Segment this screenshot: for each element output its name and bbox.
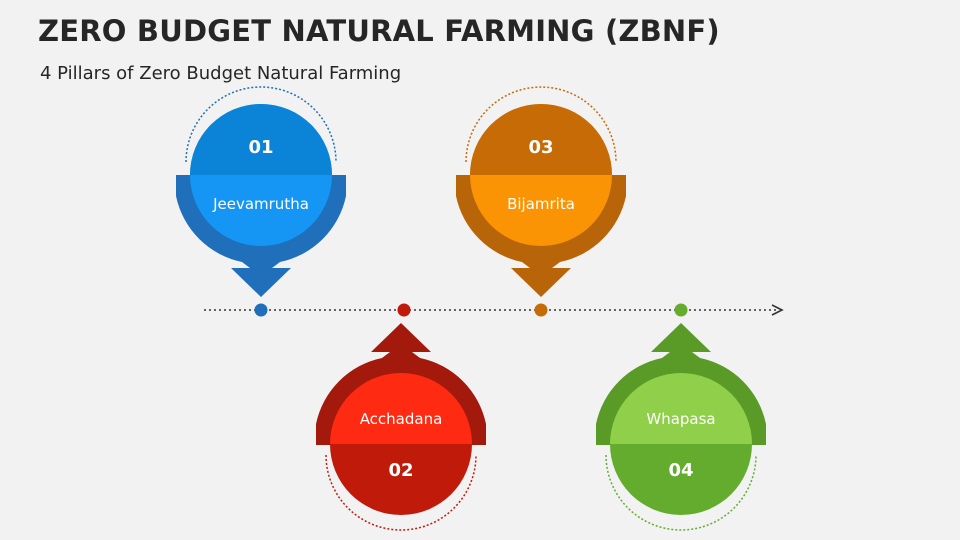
pillar-1-label: Jeevamrutha [212,195,309,213]
pillar-3-dotted-arc [465,86,617,163]
page-title: ZERO BUDGET NATURAL FARMING (ZBNF) [38,14,720,48]
pillar-4-dot [674,303,688,317]
pillar-4-number: 04 [668,460,693,481]
pillar-1: 01 Jeevamrutha [176,86,346,317]
timeline [204,304,784,316]
pillar-4-circle-top [610,373,752,444]
pillar-2-label: Acchadana [360,410,443,428]
pillar-4: Whapasa 04 [596,303,766,531]
pillar-2-dotted-arc [325,454,477,531]
pillar-3-circle-top [470,104,612,175]
pillar-3-number: 03 [528,137,553,158]
pillar-1-circle-top [190,104,332,175]
pillar-1-dotted-arc [185,86,337,163]
page-subtitle: 4 Pillars of Zero Budget Natural Farming [40,63,402,84]
pillar-2-circle-top [330,373,472,444]
pillar-4-label: Whapasa [646,410,715,428]
pillar-1-number: 01 [248,137,273,158]
pillar-3-dot [534,303,548,317]
pillar-3: 03 Bijamrita [456,86,626,317]
pillar-3-label: Bijamrita [507,195,575,213]
pillar-2-dot [397,303,411,317]
pillar-1-dot [254,303,268,317]
pillar-2-number: 02 [388,460,413,481]
pillar-4-dotted-arc [605,454,757,531]
timeline-arrowhead [771,304,784,316]
pillar-2: Acchadana 02 [316,303,486,531]
